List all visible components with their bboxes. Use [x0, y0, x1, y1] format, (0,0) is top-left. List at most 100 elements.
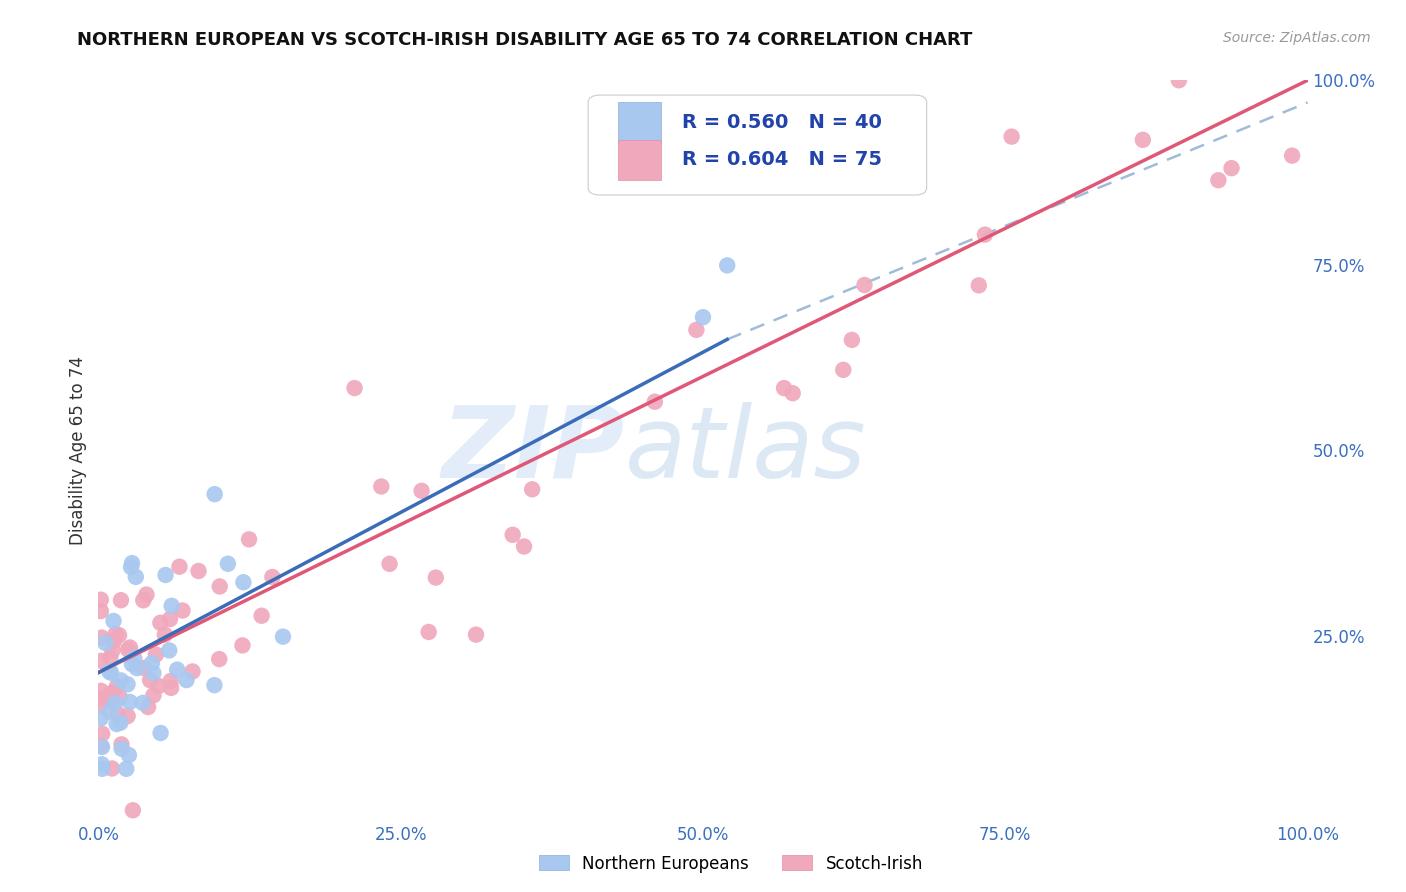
Point: [90, 691, 112, 706]
Point: [90, 698, 112, 713]
Point: [425, 571, 447, 585]
Point: [644, 394, 666, 409]
Text: atlas: atlas: [624, 402, 866, 499]
Point: [94, 636, 117, 650]
Point: [100, 665, 122, 680]
Point: [90, 683, 112, 698]
Point: [502, 528, 524, 542]
Point: [841, 333, 863, 347]
Point: [125, 570, 148, 584]
Point: [136, 700, 159, 714]
Point: [204, 487, 226, 501]
Point: [125, 661, 148, 675]
Point: [118, 695, 141, 709]
Point: [121, 556, 143, 570]
Point: [149, 726, 172, 740]
Point: [1132, 133, 1154, 147]
Text: NORTHERN EUROPEAN VS SCOTCH-IRISH DISABILITY AGE 65 TO 74 CORRELATION CHART: NORTHERN EUROPEAN VS SCOTCH-IRISH DISABI…: [77, 31, 973, 49]
Text: R = 0.560   N = 40: R = 0.560 N = 40: [682, 113, 883, 132]
Point: [108, 690, 131, 705]
Point: [103, 614, 125, 628]
Point: [716, 259, 738, 273]
Point: [98, 650, 121, 665]
Point: [108, 628, 131, 642]
Point: [159, 673, 181, 688]
Point: [148, 679, 170, 693]
Point: [204, 678, 226, 692]
Point: [90, 631, 112, 645]
Text: R = 0.604   N = 75: R = 0.604 N = 75: [682, 151, 883, 169]
Point: [176, 673, 198, 687]
Point: [773, 381, 796, 395]
Text: ZIP: ZIP: [441, 402, 624, 499]
Point: [1208, 173, 1230, 187]
Point: [90, 711, 112, 725]
Point: [117, 642, 139, 657]
Point: [104, 627, 127, 641]
Bar: [619, 103, 661, 144]
Point: [155, 568, 177, 582]
Point: [513, 540, 536, 554]
Point: [181, 665, 204, 679]
Point: [853, 278, 876, 293]
Point: [105, 717, 128, 731]
Point: [101, 686, 124, 700]
Point: [120, 560, 142, 574]
Point: [343, 381, 366, 395]
Legend: Northern Europeans, Scotch-Irish: Northern Europeans, Scotch-Irish: [533, 848, 929, 880]
Point: [159, 612, 181, 626]
Point: [90, 604, 112, 618]
Point: [685, 323, 707, 337]
Point: [105, 679, 128, 693]
Point: [1281, 148, 1303, 162]
Point: [974, 227, 997, 242]
Point: [91, 762, 114, 776]
Point: [238, 533, 260, 547]
Point: [141, 656, 163, 670]
Point: [115, 762, 138, 776]
Point: [118, 640, 141, 655]
Point: [104, 696, 127, 710]
Point: [118, 748, 141, 763]
Point: [250, 608, 273, 623]
Point: [782, 386, 804, 401]
Point: [90, 757, 112, 772]
Point: [122, 651, 145, 665]
Point: [90, 592, 112, 607]
Point: [832, 363, 855, 377]
Point: [110, 741, 132, 756]
Point: [1000, 129, 1022, 144]
Point: [692, 310, 714, 325]
Point: [262, 570, 284, 584]
Point: [145, 648, 167, 662]
Point: [103, 633, 125, 648]
Point: [169, 559, 191, 574]
Point: [98, 705, 121, 719]
Point: [100, 686, 122, 700]
Point: [271, 630, 294, 644]
Point: [110, 593, 132, 607]
Point: [121, 657, 143, 671]
Point: [370, 479, 392, 493]
Point: [232, 575, 254, 590]
Point: [135, 588, 157, 602]
Point: [101, 762, 124, 776]
Point: [101, 643, 124, 657]
Point: [1220, 161, 1243, 176]
Point: [91, 727, 114, 741]
Point: [139, 673, 162, 688]
Point: [90, 654, 112, 668]
Point: [153, 628, 176, 642]
Bar: [619, 139, 661, 180]
Point: [142, 688, 165, 702]
Point: [418, 624, 440, 639]
Point: [1167, 73, 1189, 87]
Point: [110, 673, 132, 688]
Point: [217, 557, 239, 571]
Point: [166, 663, 188, 677]
Point: [90, 739, 112, 753]
Point: [160, 599, 183, 613]
Point: [91, 739, 114, 754]
Y-axis label: Disability Age 65 to 74: Disability Age 65 to 74: [69, 356, 87, 545]
Point: [117, 709, 139, 723]
